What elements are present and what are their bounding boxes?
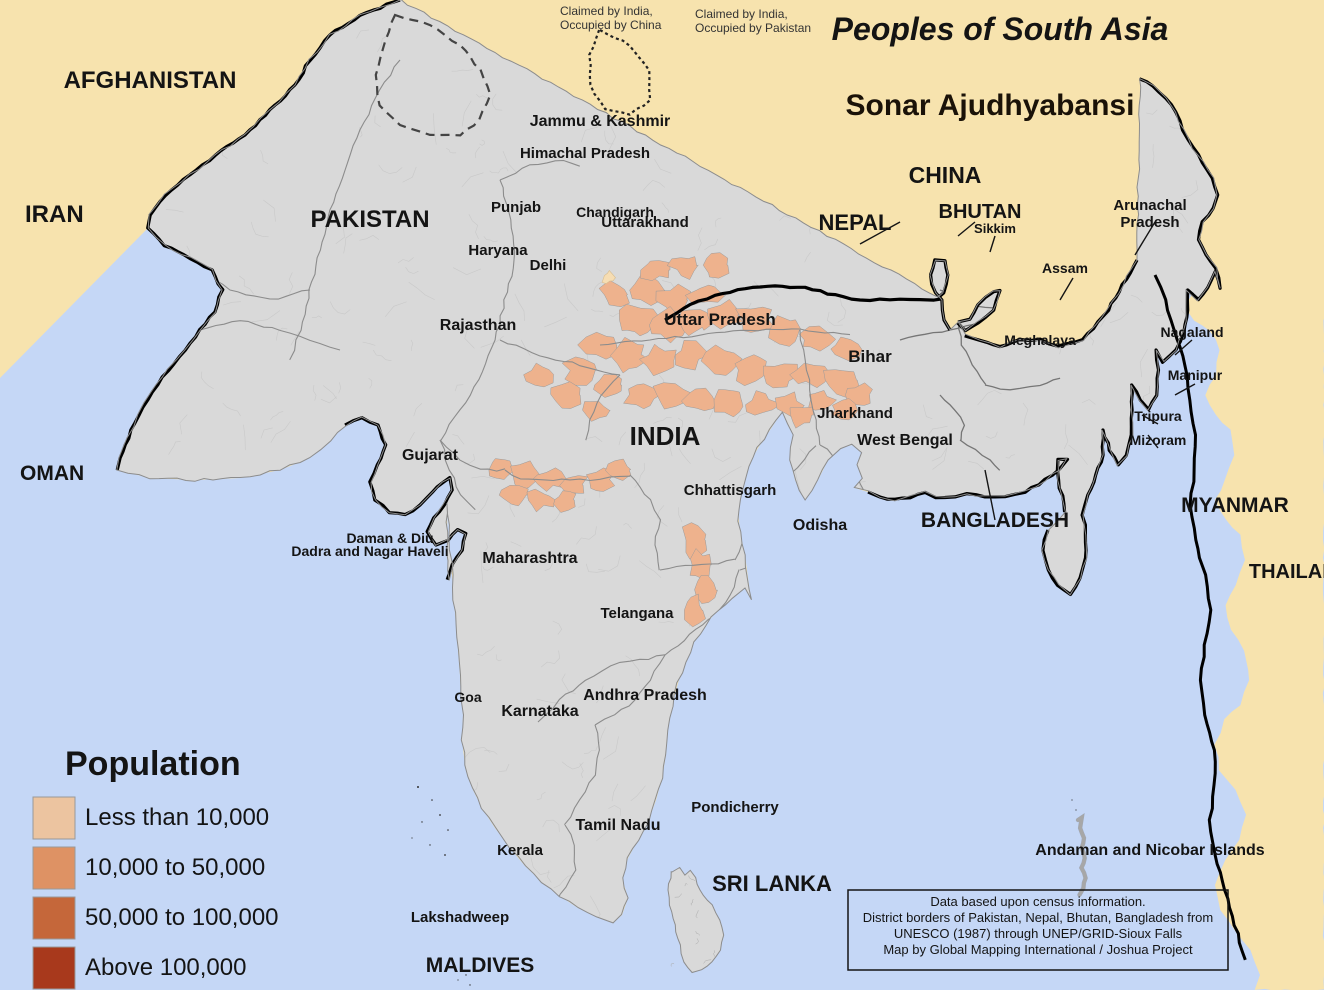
svg-text:Goa: Goa <box>454 689 481 705</box>
svg-text:Manipur: Manipur <box>1168 367 1223 383</box>
svg-text:SRI LANKA: SRI LANKA <box>712 871 832 896</box>
svg-text:Telangana: Telangana <box>600 605 674 622</box>
svg-text:Jammu & Kashmir: Jammu & Kashmir <box>530 113 671 130</box>
svg-text:Lakshadweep: Lakshadweep <box>411 909 509 926</box>
svg-text:Population: Population <box>65 745 241 783</box>
svg-text:AFGHANISTAN: AFGHANISTAN <box>64 67 237 94</box>
svg-text:OMAN: OMAN <box>20 462 84 485</box>
svg-text:Less than 10,000: Less than 10,000 <box>85 804 269 831</box>
svg-text:Data based upon census informa: Data based upon census information. <box>930 894 1145 909</box>
svg-text:Uttar Pradesh: Uttar Pradesh <box>664 310 775 329</box>
svg-text:Meghalaya: Meghalaya <box>1004 332 1076 348</box>
svg-text:MYANMAR: MYANMAR <box>1181 494 1289 517</box>
svg-text:Chhattisgarh: Chhattisgarh <box>684 482 777 499</box>
svg-text:Pondicherry: Pondicherry <box>691 799 779 816</box>
svg-text:THAILAND: THAILAND <box>1249 561 1324 583</box>
svg-text:Occupied by China: Occupied by China <box>560 18 662 32</box>
svg-text:IRAN: IRAN <box>25 201 84 228</box>
svg-text:INDIA: INDIA <box>630 421 701 451</box>
svg-text:PAKISTAN: PAKISTAN <box>310 206 429 233</box>
svg-text:CHINA: CHINA <box>909 162 982 188</box>
svg-text:West Bengal: West Bengal <box>857 432 953 449</box>
svg-text:BANGLADESH: BANGLADESH <box>921 509 1069 532</box>
svg-text:District borders of Pakistan,: District borders of Pakistan, Nepal, Bhu… <box>863 910 1213 925</box>
svg-text:Assam: Assam <box>1042 260 1088 276</box>
svg-text:50,000 to 100,000: 50,000 to 100,000 <box>85 904 279 931</box>
svg-text:Claimed by India,: Claimed by India, <box>695 7 788 21</box>
svg-text:UNESCO (1987) through UNEP/GRI: UNESCO (1987) through UNEP/GRID-Sioux Fa… <box>894 926 1183 941</box>
svg-text:Tripura: Tripura <box>1134 408 1182 424</box>
svg-text:NEPAL: NEPAL <box>819 210 892 235</box>
svg-text:MALDIVES: MALDIVES <box>426 954 535 977</box>
svg-text:Peoples of South Asia: Peoples of South Asia <box>832 11 1169 47</box>
svg-text:BHUTAN: BHUTAN <box>939 201 1022 223</box>
svg-text:Claimed by India,: Claimed by India, <box>560 4 653 18</box>
svg-text:Sikkim: Sikkim <box>974 221 1016 236</box>
svg-text:10,000 to 50,000: 10,000 to 50,000 <box>85 854 265 881</box>
svg-text:Andhra Pradesh: Andhra Pradesh <box>583 687 707 704</box>
svg-text:Bihar: Bihar <box>848 347 892 366</box>
svg-text:Maharashtra: Maharashtra <box>482 550 577 567</box>
svg-text:Mizoram: Mizoram <box>1130 432 1187 448</box>
svg-text:Delhi: Delhi <box>530 257 567 274</box>
svg-text:Uttarakhand: Uttarakhand <box>601 214 689 231</box>
svg-text:Kerala: Kerala <box>497 842 544 859</box>
svg-text:Karnataka: Karnataka <box>501 703 578 720</box>
svg-text:Odisha: Odisha <box>793 517 847 534</box>
svg-text:Dadra and Nagar Haveli: Dadra and Nagar Haveli <box>291 543 448 559</box>
svg-text:Map by Global Mapping Internat: Map by Global Mapping International / Jo… <box>883 942 1193 957</box>
svg-text:Above 100,000: Above 100,000 <box>85 954 246 981</box>
svg-text:Himachal Pradesh: Himachal Pradesh <box>520 145 650 162</box>
svg-text:Occupied by Pakistan: Occupied by Pakistan <box>695 21 811 35</box>
svg-text:Rajasthan: Rajasthan <box>440 317 516 334</box>
svg-text:Gujarat: Gujarat <box>402 447 459 464</box>
svg-text:Nagaland: Nagaland <box>1160 324 1223 340</box>
svg-text:Sonar Ajudhyabansi: Sonar Ajudhyabansi <box>846 89 1135 122</box>
svg-text:Haryana: Haryana <box>468 242 528 259</box>
svg-text:Tamil Nadu: Tamil Nadu <box>575 817 660 834</box>
svg-text:Andaman and Nicobar Islands: Andaman and Nicobar Islands <box>1035 842 1264 859</box>
svg-text:Jharkhand: Jharkhand <box>817 405 893 422</box>
svg-text:Punjab: Punjab <box>491 199 541 216</box>
